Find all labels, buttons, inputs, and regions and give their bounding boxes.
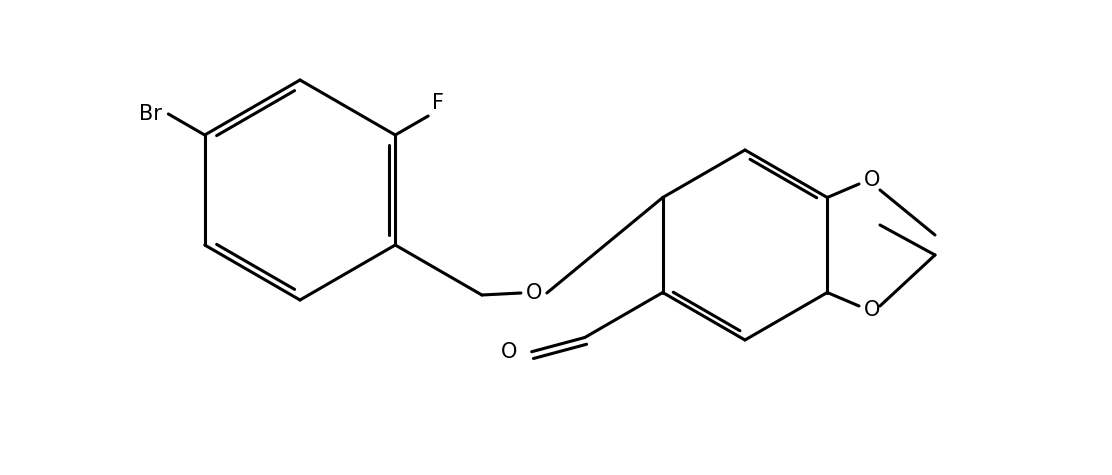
Text: F: F	[433, 93, 444, 113]
Text: Br: Br	[139, 104, 162, 124]
Text: O: O	[526, 283, 542, 303]
Text: O: O	[502, 342, 518, 362]
Text: O: O	[864, 300, 881, 320]
Text: O: O	[864, 170, 881, 190]
